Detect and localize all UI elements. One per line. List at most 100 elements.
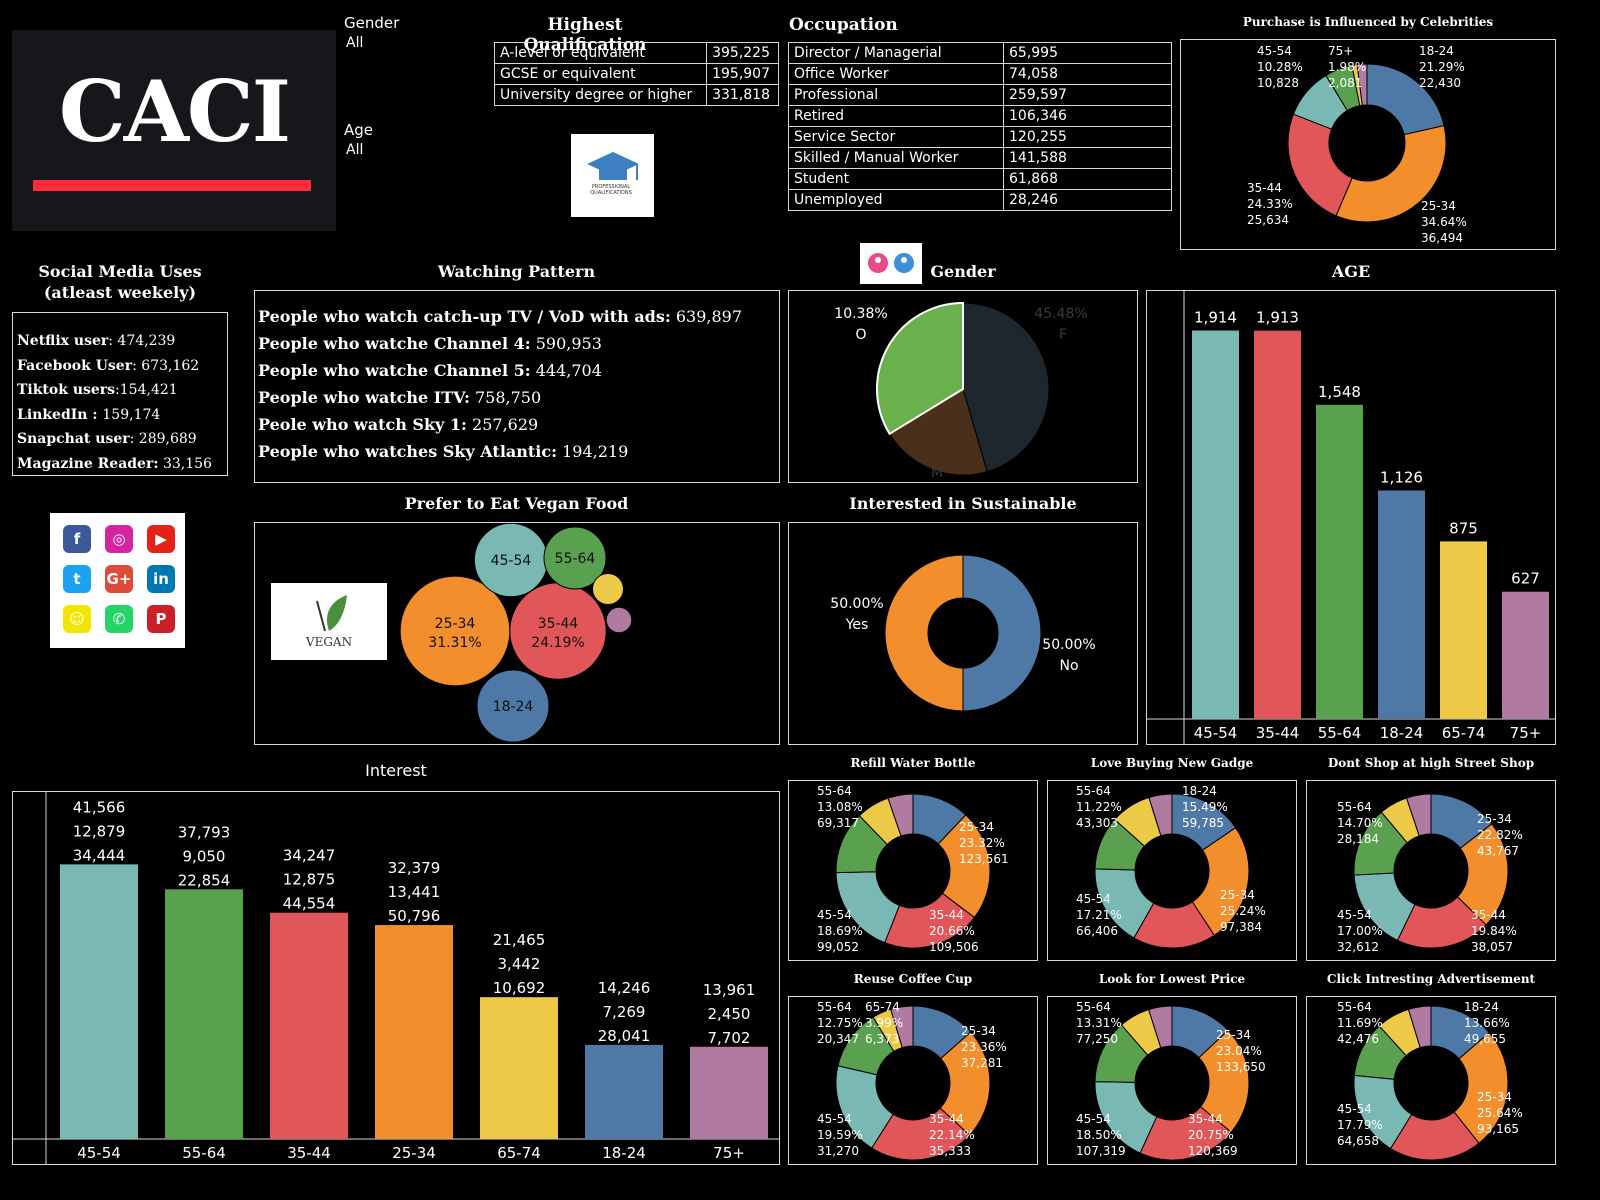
- bar[interactable]: [1378, 490, 1425, 719]
- slice-label: 43,303: [1076, 816, 1118, 830]
- highstreet-donut: 25-34 22.82% 43,767 35-44 19.84% 38,057 45-54 1…: [1337, 793, 1523, 954]
- bar[interactable]: [1440, 541, 1487, 719]
- slice-label: 25-34: [1477, 812, 1512, 826]
- item-value: 33,156: [162, 455, 212, 472]
- facebook-icon[interactable]: f: [63, 525, 91, 553]
- donut-slice[interactable]: [962, 554, 1042, 712]
- donut-slice[interactable]: [1148, 793, 1173, 837]
- bar[interactable]: [60, 864, 138, 1139]
- donut-slice[interactable]: [1366, 63, 1445, 136]
- watching-line: People who watche Channel 5: 444,704: [258, 361, 779, 388]
- bar-value-label: 1,913: [1256, 309, 1299, 327]
- donut-slice[interactable]: [1287, 113, 1353, 217]
- donut-slice[interactable]: [888, 388, 988, 476]
- donut-slice[interactable]: [1405, 793, 1432, 837]
- age-filter-value[interactable]: All: [346, 142, 364, 158]
- slice-label: 18.69%: [817, 924, 863, 938]
- slice-label: 55-64: [1076, 784, 1111, 798]
- bar-value-label: 22,854: [178, 871, 231, 889]
- age-title: AGE: [1331, 262, 1371, 281]
- line-value: 194,219: [562, 442, 629, 461]
- item-sep: :: [108, 333, 118, 349]
- youtube-icon[interactable]: ▶: [147, 525, 175, 553]
- graduation-cap-icon: [587, 152, 639, 180]
- donut-slice[interactable]: [962, 302, 1050, 473]
- donut-slice[interactable]: [1453, 1031, 1509, 1144]
- googleplus-icon[interactable]: G+: [105, 565, 133, 593]
- bar[interactable]: [480, 997, 558, 1139]
- watching-line: People who watche Channel 4: 590,953: [258, 334, 779, 361]
- instagram-icon[interactable]: ◎: [105, 525, 133, 553]
- slice-label: 6,373: [865, 1032, 899, 1046]
- item-label: Magazine Reader:: [17, 455, 159, 472]
- bubble-label: 24.19%: [531, 635, 584, 651]
- bar-value-label: 1,548: [1318, 383, 1361, 401]
- donut-slice[interactable]: [1407, 1005, 1432, 1049]
- linkedin-icon[interactable]: in: [147, 565, 175, 593]
- slice-label: 31,270: [817, 1144, 859, 1158]
- bubble[interactable]: [592, 573, 624, 605]
- bar[interactable]: [165, 889, 243, 1139]
- donut-slice[interactable]: [884, 554, 964, 712]
- donut-slice[interactable]: [1335, 125, 1447, 223]
- gender-filter-value[interactable]: All: [346, 35, 364, 51]
- table-cell: GCSE or equivalent: [493, 63, 708, 85]
- bubble-label: 45-54: [491, 553, 532, 569]
- social-media-title: Social Media Uses: [38, 262, 202, 281]
- donut-slice[interactable]: [939, 1031, 991, 1136]
- slice-label: 17.00%: [1337, 924, 1383, 938]
- slice-label: 13.31%: [1076, 1016, 1122, 1030]
- bar-value-label: 12,879: [73, 822, 126, 840]
- bar[interactable]: [1254, 330, 1301, 719]
- whatsapp-icon[interactable]: ✆: [105, 605, 133, 633]
- bar[interactable]: [375, 925, 453, 1139]
- bar[interactable]: [585, 1044, 663, 1139]
- bar[interactable]: [1316, 404, 1363, 719]
- item-sep: :: [132, 357, 142, 374]
- vegan-title: Prefer to Eat Vegan Food: [404, 494, 629, 513]
- slice-label: 25.24%: [1220, 904, 1266, 918]
- celebrities-panel: 18-24 21.29% 22,430 25-34 34.64% 36,494 35-44 2…: [1180, 39, 1556, 250]
- donut-slice[interactable]: [890, 1005, 914, 1049]
- slice-label: 18-24: [1182, 784, 1217, 798]
- x-tick-label: 18-24: [602, 1144, 646, 1162]
- slice-label: 45-54: [817, 1112, 852, 1126]
- table-cell: University degree or higher: [493, 84, 708, 106]
- donut-slice[interactable]: [1456, 823, 1509, 926]
- bar[interactable]: [1192, 330, 1239, 719]
- slice-label: 25-34: [1477, 1090, 1512, 1104]
- table-cell: 259,597: [1003, 84, 1172, 106]
- lowest-donut: 25-34 23.04% 133,650 35-44 20.75% 120,369 45-5…: [1076, 1000, 1266, 1161]
- donut-slice[interactable]: [1148, 1005, 1173, 1049]
- donut-slice[interactable]: [937, 814, 991, 919]
- slice-label: 77,250: [1076, 1032, 1118, 1046]
- bar[interactable]: [690, 1046, 768, 1139]
- table-row: Retired 106,346: [788, 105, 1172, 127]
- donut-slice[interactable]: [1198, 1029, 1250, 1133]
- slice-label: Yes: [845, 617, 869, 633]
- refill-donut: 25-34 23.32% 123,561 35-44 20.66% 109,506 45-5…: [817, 784, 1009, 954]
- donut-slice[interactable]: [1356, 63, 1368, 106]
- slice-label: 36,494: [1421, 231, 1463, 245]
- slice-label: No: [1059, 658, 1078, 674]
- donut-slice[interactable]: [887, 793, 914, 837]
- donut-slice[interactable]: [1191, 826, 1250, 936]
- slice-label: 45-54: [1337, 1102, 1372, 1116]
- watching-line: People who watch catch-up TV / VoD with …: [258, 307, 779, 334]
- slice-label: 32,612: [1337, 940, 1379, 954]
- bar[interactable]: [270, 912, 348, 1139]
- bubble[interactable]: [476, 669, 550, 743]
- bubble[interactable]: [543, 526, 607, 590]
- pinterest-icon[interactable]: P: [147, 605, 175, 633]
- logo-underline: [33, 180, 311, 191]
- social-media-item: LinkedIn : 159,174: [17, 407, 227, 432]
- snapchat-icon[interactable]: ☺: [63, 605, 91, 633]
- selected-slice-outline: [876, 301, 964, 436]
- slice-label: 35-44: [1247, 181, 1282, 195]
- slice-label: 13.66%: [1464, 1016, 1510, 1030]
- bar[interactable]: [1502, 591, 1549, 719]
- bubble[interactable]: [605, 606, 633, 634]
- x-tick-label: 35-44: [1256, 724, 1300, 742]
- slice-label: 21.29%: [1419, 60, 1465, 74]
- twitter-icon[interactable]: t: [63, 565, 91, 593]
